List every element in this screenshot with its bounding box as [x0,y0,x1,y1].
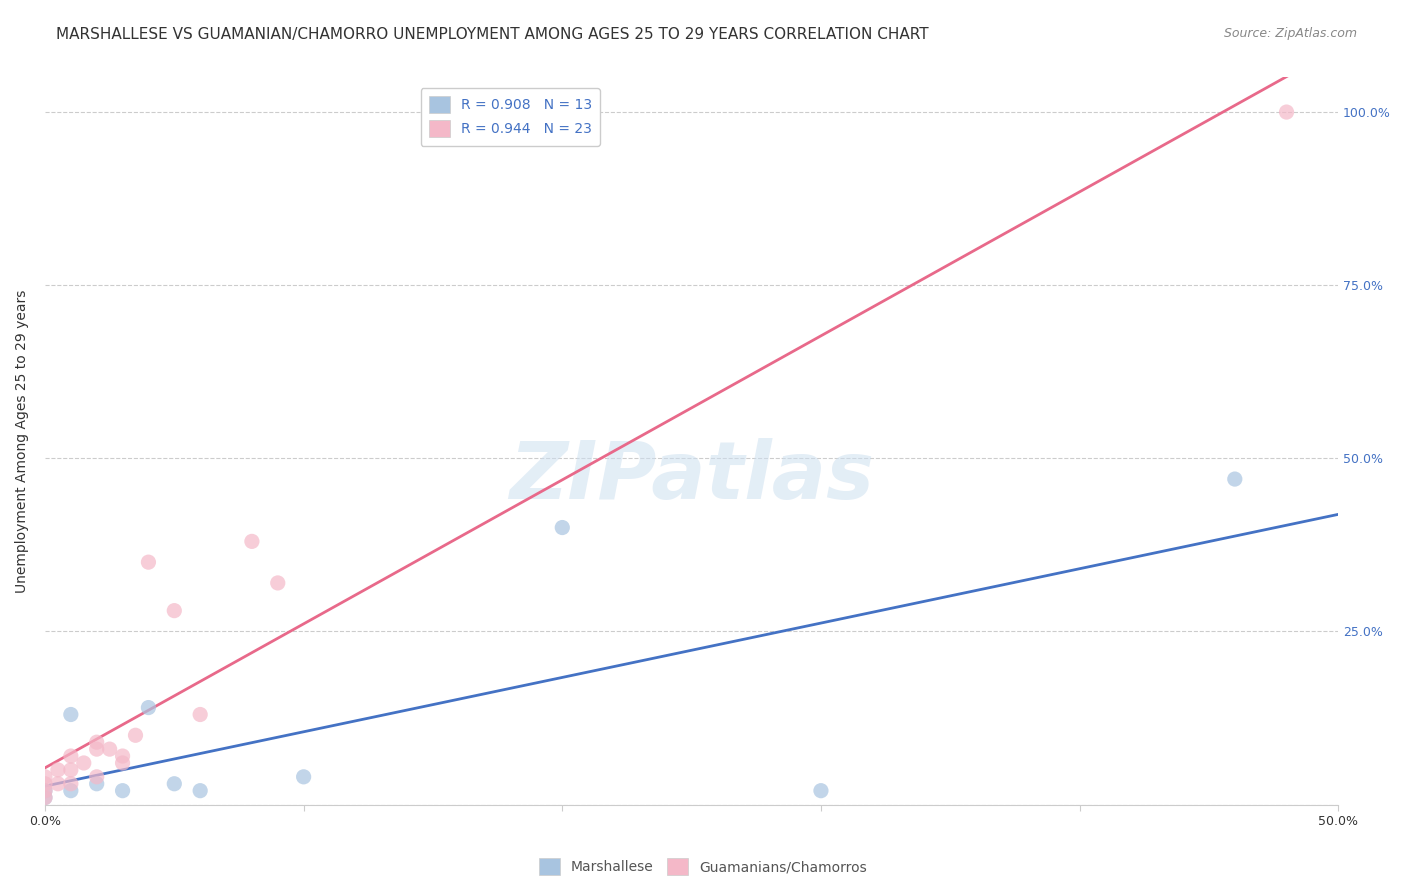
Point [111,783,134,797]
Point [163,777,186,791]
Point [163,604,186,618]
Point [551,520,574,534]
Point [86,770,108,784]
Point [46,777,69,791]
Point [73,756,96,770]
Point [188,783,211,797]
Point [188,707,211,722]
Point [34,783,56,797]
Point [111,749,134,764]
Point [34,790,56,805]
Point [34,770,56,784]
Point [1223,472,1246,486]
Point [46,763,69,777]
Point [124,728,146,742]
Legend: Marshallese, Guamanians/Chamorros: Marshallese, Guamanians/Chamorros [533,853,873,880]
Point [34,790,56,805]
Text: MARSHALLESE VS GUAMANIAN/CHAMORRO UNEMPLOYMENT AMONG AGES 25 TO 29 YEARS CORRELA: MARSHALLESE VS GUAMANIAN/CHAMORRO UNEMPL… [56,27,929,42]
Point [59,777,82,791]
Point [138,555,160,569]
Point [292,770,315,784]
Text: ZIPatlas: ZIPatlas [509,438,875,516]
Point [86,777,108,791]
Legend: R = 0.908   N = 13, R = 0.944   N = 23: R = 0.908 N = 13, R = 0.944 N = 23 [420,88,600,145]
Point [111,756,134,770]
Y-axis label: Unemployment Among Ages 25 to 29 years: Unemployment Among Ages 25 to 29 years [15,289,30,592]
Point [267,576,290,591]
Point [59,707,82,722]
Point [98,742,121,756]
Point [138,700,160,714]
Point [34,777,56,791]
Point [86,742,108,756]
Text: Source: ZipAtlas.com: Source: ZipAtlas.com [1223,27,1357,40]
Point [240,534,263,549]
Point [1275,105,1298,120]
Point [59,763,82,777]
Point [59,783,82,797]
Point [86,735,108,749]
Point [34,783,56,797]
Point [59,749,82,764]
Point [810,783,832,797]
